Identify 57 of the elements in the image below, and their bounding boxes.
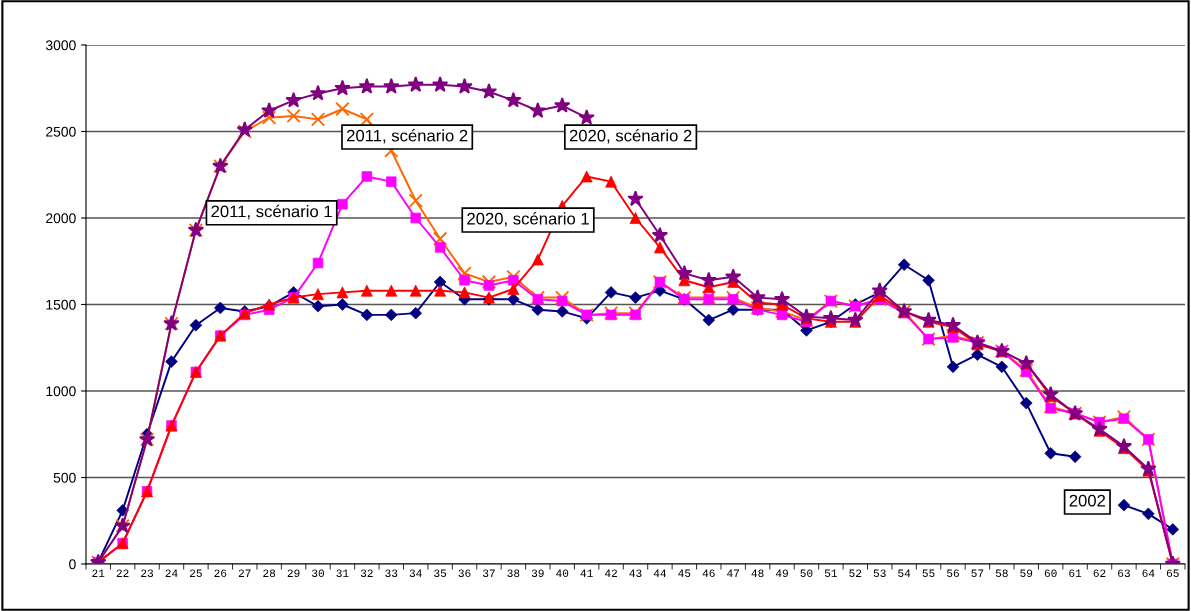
x-tick-label: 47 [727,569,739,577]
x-tick-label: 53 [873,569,886,578]
x-tick-label: 52 [849,569,862,578]
x-tick-label: 40 [556,569,569,578]
x-tick-label: 48 [751,569,764,578]
x-tick-label: 27 [238,569,251,577]
x-tick-label: 44 [653,569,667,577]
x-tick-label: 25 [190,569,202,578]
x-tick-label: 56 [947,569,959,578]
series-label: 2011, scénario 2 [346,129,468,144]
x-tick-label: 43 [629,569,642,578]
series-label: 2011, scénario 1 [211,204,332,220]
x-tick-label: 24 [165,569,178,577]
x-tick-label: 63 [1118,569,1130,578]
x-tick-label: 37 [482,569,495,578]
y-tick-label: 1000 [46,386,76,397]
x-tick-label: 57 [971,569,984,578]
x-tick-label: 33 [385,569,398,578]
y-tick-label: 2500 [46,126,76,137]
x-tick-label: 21 [92,569,105,577]
x-tick-label: 39 [531,569,544,578]
x-tick-label: 58 [995,569,1008,578]
x-tick-label: 41 [580,569,593,577]
x-tick-label: 35 [434,569,447,578]
x-tick-label: 28 [263,569,276,578]
x-tick-label: 60 [1044,569,1057,578]
series-label: 2020, scénario 2 [569,129,692,144]
x-tick-label: 22 [116,569,129,577]
x-tick-label: 49 [775,569,788,578]
y-tick-label: 0 [69,559,76,570]
x-tick-label: 31 [336,569,349,578]
x-tick-label: 46 [702,569,715,578]
x-tick-label: 51 [824,569,838,578]
y-tick-label: 500 [53,472,76,483]
x-tick-label: 36 [458,569,471,578]
x-tick-label: 32 [360,569,373,578]
x-tick-label: 29 [287,569,300,578]
y-tick-label: 3000 [45,40,76,51]
x-tick-label: 38 [507,569,520,578]
x-tick-label: 65 [1166,569,1179,578]
series-label: 2002 [1069,494,1106,507]
x-tick-label: 64 [1142,569,1155,578]
x-tick-label: 61 [1069,569,1082,578]
x-tick-label: 59 [1020,569,1033,578]
x-tick-label: 23 [141,569,154,578]
x-tick-label: 62 [1093,569,1106,578]
x-tick-label: 55 [922,569,935,578]
y-tick-label: 1500 [46,299,76,310]
x-tick-label: 34 [409,569,422,578]
x-tick-label: 54 [898,569,911,578]
series-label: 2020, scénario 1 [467,212,589,227]
x-tick-label: 30 [312,569,324,578]
x-tick-label: 26 [214,569,227,578]
y-tick-label: 2000 [46,213,76,224]
x-tick-label: 42 [604,569,617,577]
x-tick-label: 50 [800,569,813,578]
x-tick-label: 45 [678,569,691,578]
